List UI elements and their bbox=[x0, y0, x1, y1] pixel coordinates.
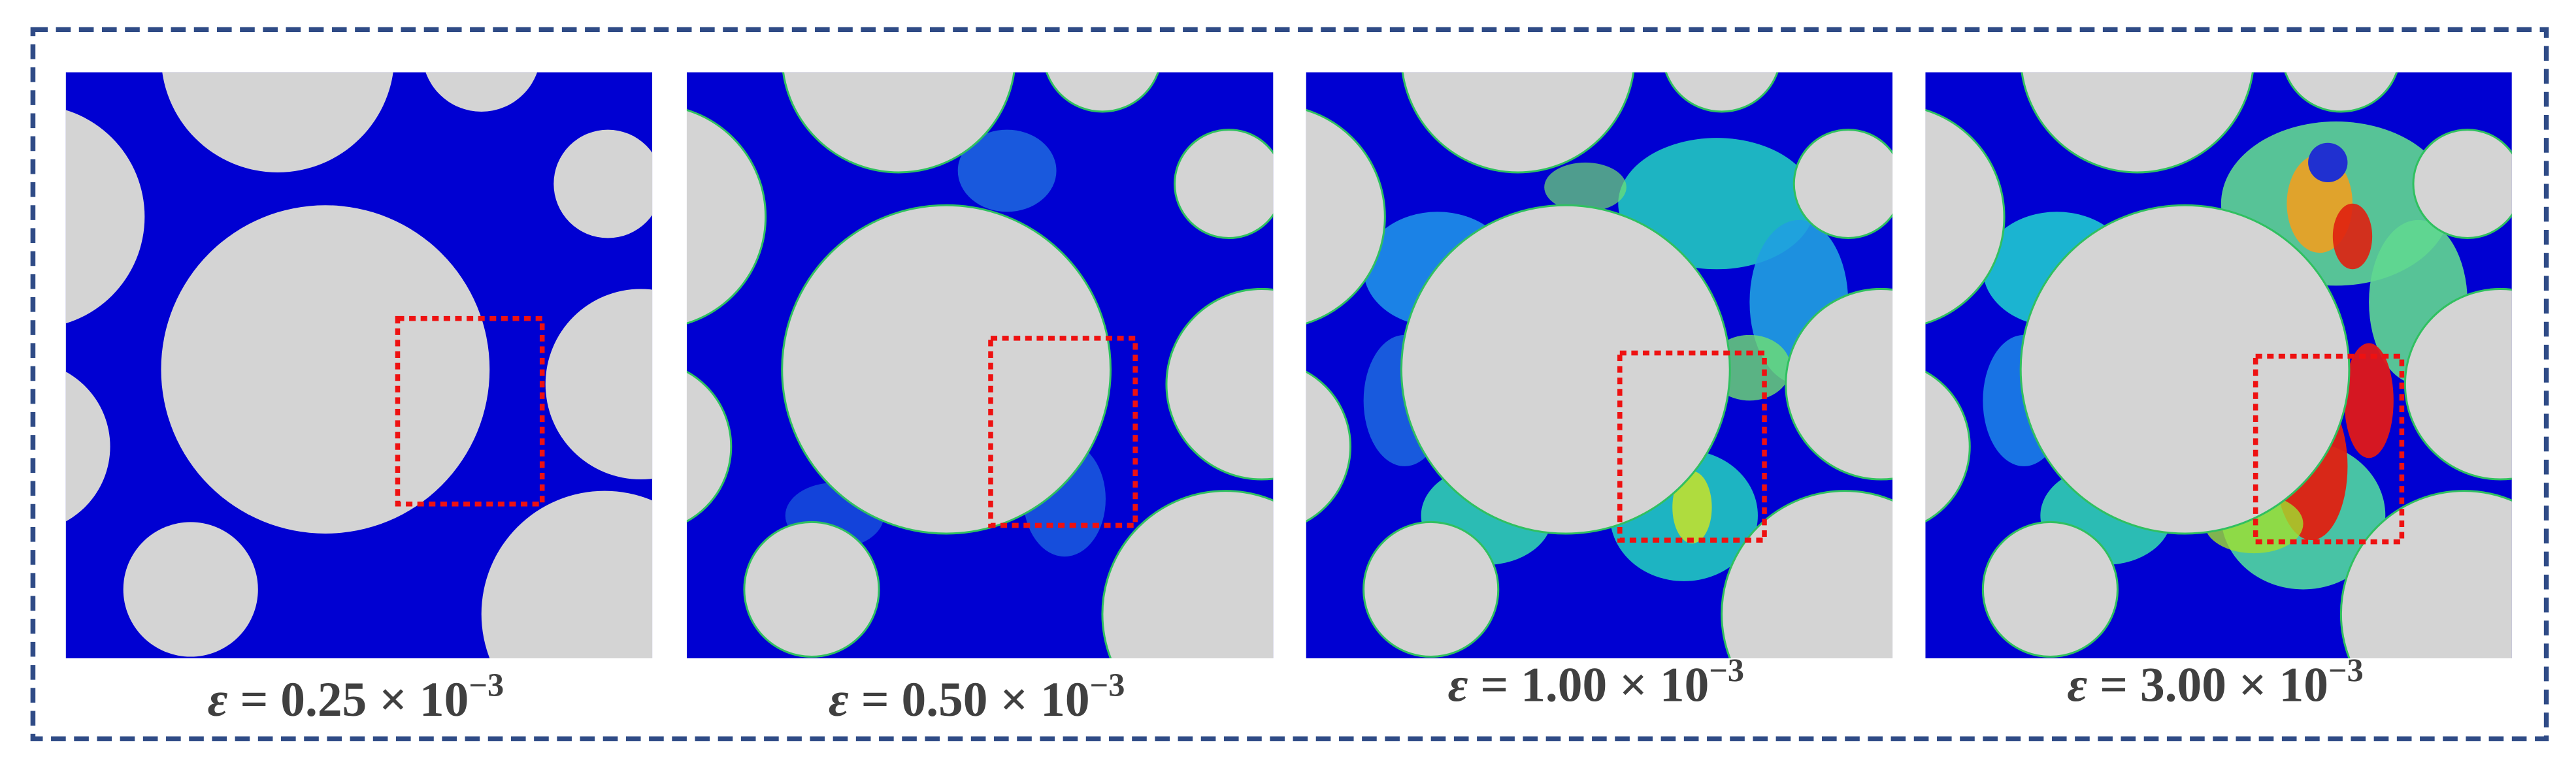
particle bbox=[1306, 370, 1351, 523]
particle bbox=[481, 490, 653, 659]
panel bbox=[1925, 72, 2512, 659]
strain-exponent: −3 bbox=[2328, 652, 2364, 688]
particle bbox=[743, 521, 880, 658]
particle bbox=[1165, 287, 1274, 481]
panel bbox=[1306, 72, 1893, 659]
particle bbox=[2284, 72, 2398, 113]
particle bbox=[1362, 521, 1500, 658]
particle bbox=[1046, 72, 1159, 113]
stress-region bbox=[1544, 162, 1627, 212]
particle bbox=[686, 370, 733, 523]
strain-value: = 0.50 × 10 bbox=[849, 673, 1090, 727]
highlight-box bbox=[395, 315, 545, 507]
particle bbox=[1792, 129, 1893, 239]
particle bbox=[1401, 72, 1635, 174]
particle bbox=[65, 372, 110, 522]
highlight-box bbox=[1617, 350, 1767, 543]
strain-symbol: ε bbox=[2067, 658, 2087, 712]
stress-region bbox=[957, 129, 1057, 212]
panel-image bbox=[1306, 72, 1893, 659]
panel-caption: ε = 1.00 × 10−3 bbox=[1448, 652, 1744, 712]
panel-image bbox=[1925, 72, 2512, 659]
particle bbox=[2021, 72, 2254, 174]
panel-image bbox=[65, 72, 653, 659]
particle bbox=[782, 72, 1016, 174]
strain-exponent: −3 bbox=[1090, 667, 1125, 703]
particle bbox=[1785, 287, 1893, 481]
particle bbox=[162, 72, 393, 172]
highlight-box bbox=[988, 336, 1138, 528]
particle bbox=[1925, 370, 1971, 523]
particle bbox=[553, 129, 653, 238]
particle bbox=[65, 110, 145, 324]
panel bbox=[65, 72, 653, 659]
strain-exponent: −3 bbox=[469, 667, 504, 703]
panel-caption: ε = 0.25 × 10−3 bbox=[208, 667, 504, 727]
panel-caption: ε = 3.00 × 10−3 bbox=[2067, 652, 2363, 712]
particle bbox=[781, 204, 1112, 535]
panel bbox=[686, 72, 1274, 659]
particle bbox=[1101, 490, 1274, 659]
strain-exponent: −3 bbox=[1709, 652, 1744, 688]
panel-caption: ε = 0.50 × 10−3 bbox=[829, 667, 1125, 727]
stress-region bbox=[2344, 343, 2394, 458]
outer-frame bbox=[30, 27, 2549, 742]
particle bbox=[686, 108, 767, 325]
stress-region bbox=[2332, 203, 2373, 270]
particle bbox=[2019, 204, 2351, 535]
particle bbox=[2403, 287, 2512, 481]
stress-region bbox=[1672, 471, 1712, 544]
strain-symbol: ε bbox=[1448, 658, 1468, 712]
particle bbox=[1925, 108, 2006, 325]
particle bbox=[1400, 204, 1731, 535]
particle bbox=[161, 205, 490, 534]
particle bbox=[1664, 72, 1779, 113]
strain-value: = 0.25 × 10 bbox=[228, 673, 469, 727]
strain-value: = 1.00 × 10 bbox=[1468, 658, 1709, 712]
strain-symbol: ε bbox=[208, 673, 228, 727]
stress-region bbox=[1618, 138, 1815, 270]
highlight-box bbox=[2253, 353, 2405, 545]
particle bbox=[2412, 129, 2512, 239]
strain-symbol: ε bbox=[829, 673, 849, 727]
particle bbox=[545, 289, 653, 480]
stress-region bbox=[2308, 142, 2348, 183]
particle bbox=[2339, 490, 2512, 659]
particle bbox=[425, 72, 537, 112]
particle bbox=[123, 522, 258, 657]
particle bbox=[1306, 108, 1386, 325]
strain-value: = 3.00 × 10 bbox=[2087, 658, 2328, 712]
panel-image bbox=[686, 72, 1274, 659]
particle bbox=[1981, 521, 2119, 658]
particle bbox=[1174, 129, 1274, 239]
